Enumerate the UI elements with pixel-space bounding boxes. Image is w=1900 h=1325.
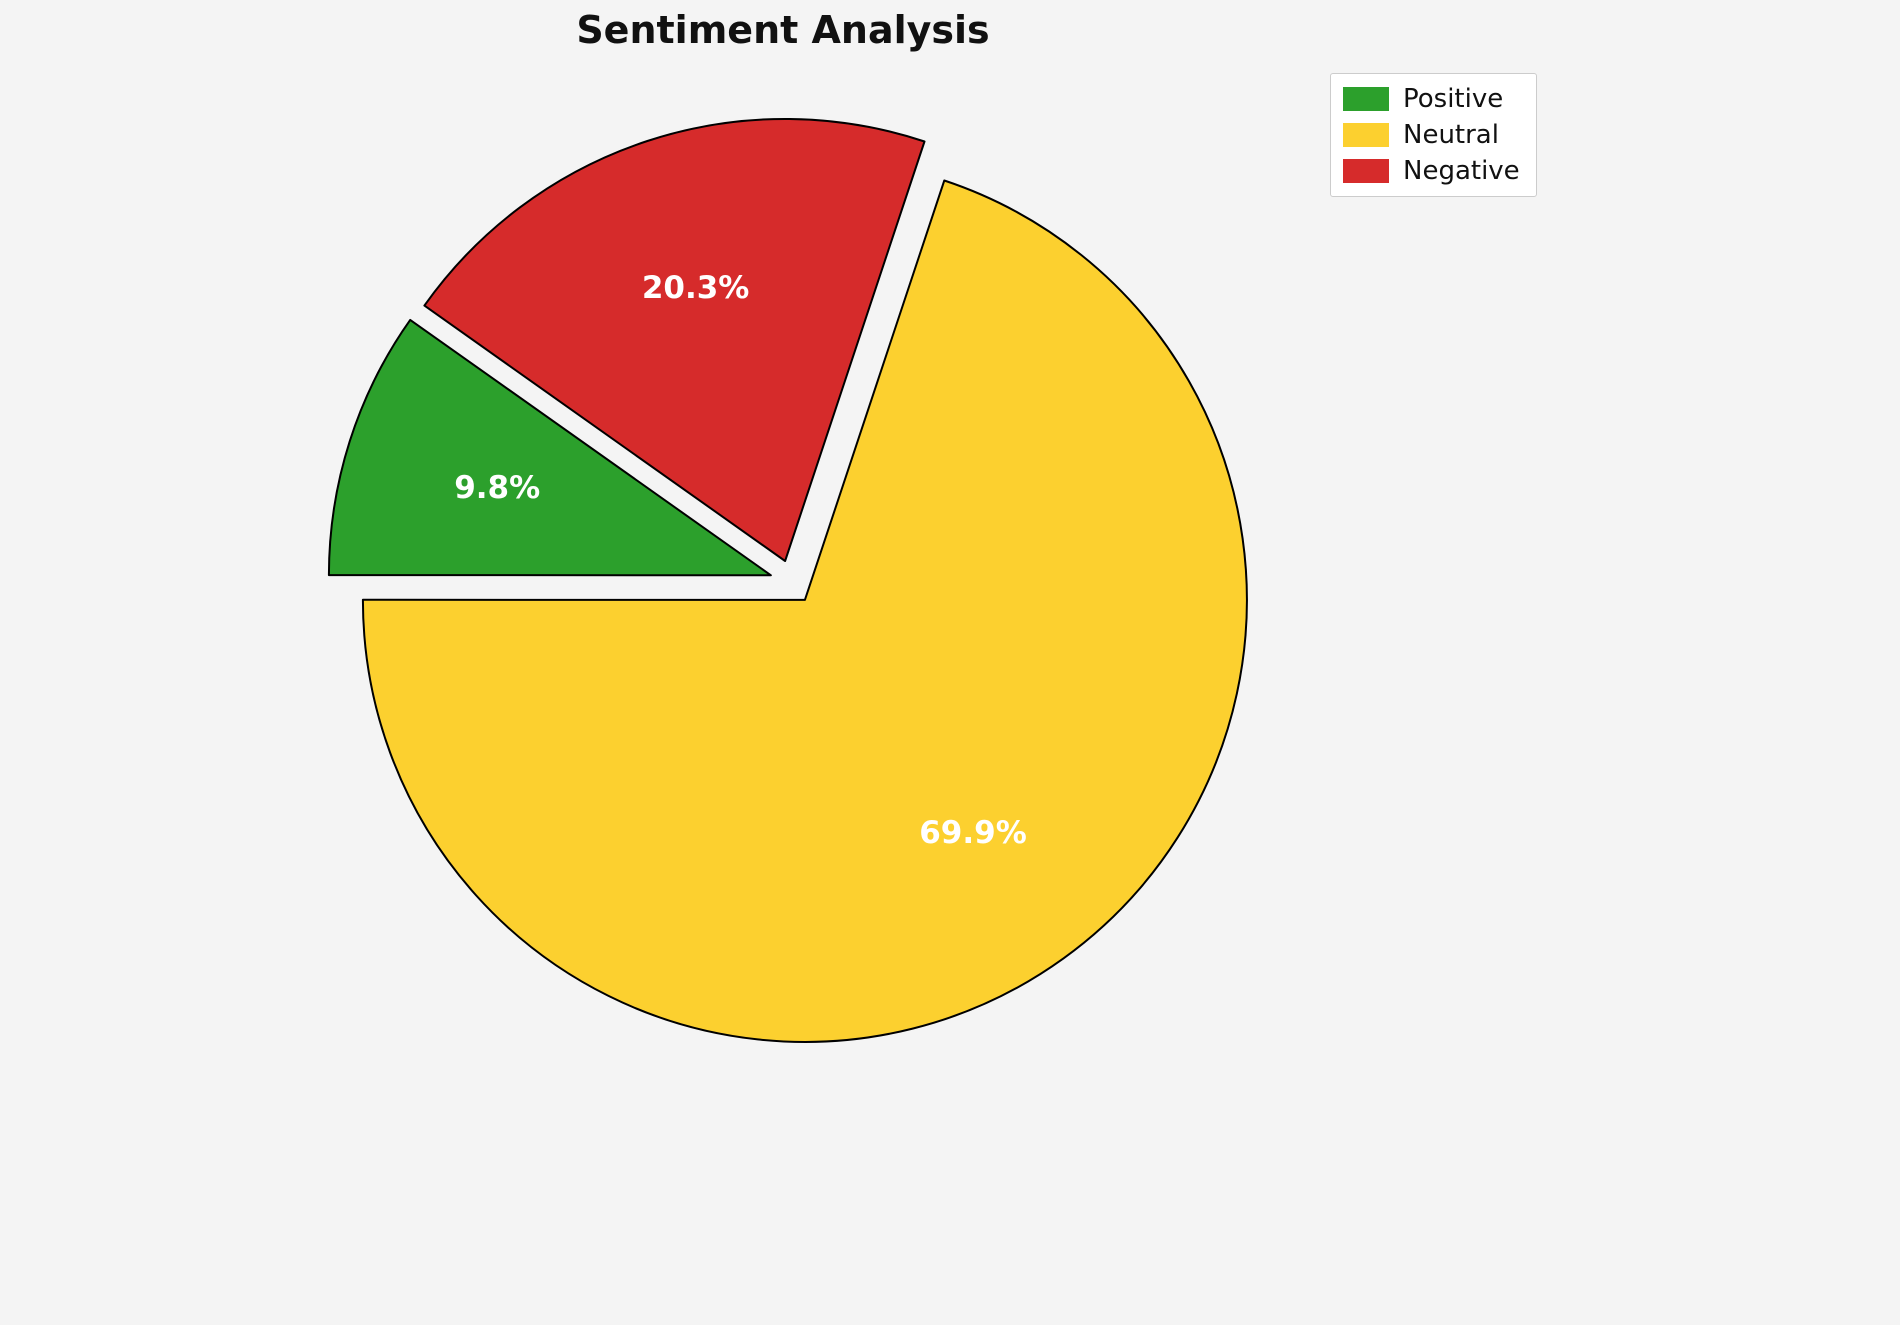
legend-item-negative: Negative: [1343, 158, 1524, 184]
legend-swatch-positive-icon: [1343, 87, 1389, 111]
pie-percent-label-positive: 9.8%: [454, 470, 540, 506]
pie-slice-negative: [423, 117, 926, 562]
legend-swatch-negative-icon: [1343, 159, 1389, 183]
chart-title: Sentiment Analysis: [576, 8, 990, 52]
legend-item-neutral: Neutral: [1343, 122, 1524, 148]
pie-percent-label-neutral: 69.9%: [919, 815, 1027, 851]
pie-slice-positive: [327, 318, 772, 577]
legend-swatch-neutral-icon: [1343, 123, 1389, 147]
legend: Positive Neutral Negative: [1330, 73, 1537, 197]
pie-slice-neutral: [361, 179, 1248, 1043]
legend-label-neutral: Neutral: [1403, 120, 1499, 150]
legend-label-positive: Positive: [1403, 84, 1504, 114]
legend-label-negative: Negative: [1403, 156, 1520, 186]
pie-percent-label-negative: 20.3%: [642, 270, 750, 306]
legend-item-positive: Positive: [1343, 86, 1524, 112]
